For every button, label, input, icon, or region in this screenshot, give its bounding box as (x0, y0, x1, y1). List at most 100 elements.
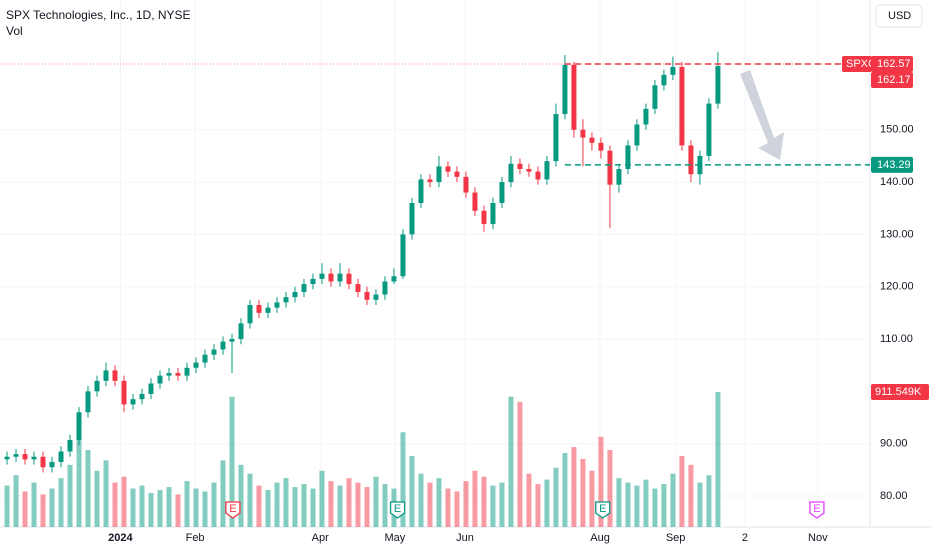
volume-bar (706, 475, 712, 527)
candle-body (319, 273, 325, 279)
y-tick-label: 150.00 (880, 124, 914, 136)
volume-bar (31, 482, 37, 527)
candle-body (211, 349, 217, 355)
volume-bar (517, 401, 523, 527)
candle-body (436, 166, 442, 183)
volume-bar (274, 482, 280, 527)
candle-body (184, 367, 190, 376)
volume-bar (364, 487, 370, 527)
candle-body (391, 276, 397, 282)
x-tick-label: Apr (312, 532, 329, 544)
volume-bar (571, 447, 577, 527)
currency-button[interactable] (875, 4, 923, 28)
candle-body (409, 202, 415, 235)
volume-bar (157, 489, 163, 527)
candle-body (688, 145, 694, 175)
earnings-label: E (229, 503, 236, 515)
volume-bar (616, 478, 622, 527)
y-tick-label: 110.00 (880, 333, 913, 345)
currency-label[interactable]: USD (888, 10, 911, 22)
candle-body (634, 124, 640, 146)
last-price-label: 162.57 (877, 58, 911, 70)
candle-body (616, 168, 622, 185)
volume-bar (409, 455, 415, 527)
candle-body (571, 64, 577, 130)
volume-bar (544, 479, 550, 527)
earnings-label: E (599, 503, 606, 515)
candle-body (166, 373, 172, 376)
volume-bar (292, 487, 298, 527)
volume-bar (355, 482, 361, 527)
volume-bar (445, 488, 451, 527)
volume-bar (130, 488, 136, 527)
candle-body (112, 370, 118, 381)
level-label: 143.29 (877, 159, 911, 171)
candle-body (625, 145, 631, 169)
volume-bar (67, 464, 73, 527)
level-label-box (871, 156, 913, 173)
candle-body (346, 273, 352, 285)
candle-body (418, 179, 424, 203)
volume-bar (625, 482, 631, 527)
volume-legend: Vol (6, 24, 23, 38)
volume-bar (202, 491, 208, 527)
candle-body (58, 451, 64, 462)
volume-bar (436, 478, 442, 527)
volume-bar (562, 452, 568, 527)
candle-body (553, 114, 559, 162)
volume-bar (139, 485, 145, 527)
candle-body (598, 142, 604, 151)
x-tick-label: 2 (742, 532, 748, 544)
candle-body (283, 297, 289, 303)
volume-bar (472, 470, 478, 527)
last-price-box (871, 55, 913, 72)
x-tick-label: 2024 (108, 532, 133, 544)
earnings-marker (809, 501, 825, 519)
volume-bar (22, 491, 28, 527)
candle-body (202, 354, 208, 363)
candle-body (220, 341, 226, 350)
candle-body (328, 273, 334, 282)
candle-body (643, 108, 649, 125)
volume-bar (346, 478, 352, 527)
earnings-label: E (394, 503, 401, 515)
volume-bar (463, 481, 469, 527)
candle-body (472, 192, 478, 211)
candle-body (67, 439, 73, 452)
volume-bar (283, 478, 289, 527)
candle-body (310, 278, 316, 285)
volume-bar (679, 455, 685, 527)
volume-bar (148, 492, 154, 527)
candle-body (589, 137, 595, 143)
volume-bar (454, 491, 460, 527)
candle-body (274, 302, 280, 308)
candle-body (337, 273, 343, 282)
volume-bar (13, 475, 19, 527)
volume-bar (40, 494, 46, 527)
candle-body (31, 456, 37, 460)
candle-body (607, 150, 613, 185)
candle-body (85, 391, 91, 413)
candle-body (139, 393, 145, 400)
volume-bar (112, 482, 118, 527)
candle-body (247, 305, 253, 324)
volume-bar (4, 485, 10, 527)
candle-body (49, 461, 55, 468)
candle-body (76, 412, 82, 440)
volume-bar (580, 458, 586, 527)
candle-body (706, 103, 712, 156)
candle-body (355, 284, 361, 292)
candle-body (121, 380, 127, 405)
volume-bar (58, 478, 64, 527)
volume-bar (103, 460, 109, 527)
x-tick-label: Sep (666, 532, 686, 544)
candle-body (301, 284, 307, 292)
x-tick-label: May (384, 532, 405, 544)
candle-body (256, 305, 262, 313)
candle-body (670, 66, 676, 75)
volume-bar (229, 396, 235, 527)
candle-body (40, 456, 46, 468)
x-tick-label: Feb (186, 532, 205, 544)
volume-bar (49, 488, 55, 527)
volume-bar (220, 460, 226, 527)
